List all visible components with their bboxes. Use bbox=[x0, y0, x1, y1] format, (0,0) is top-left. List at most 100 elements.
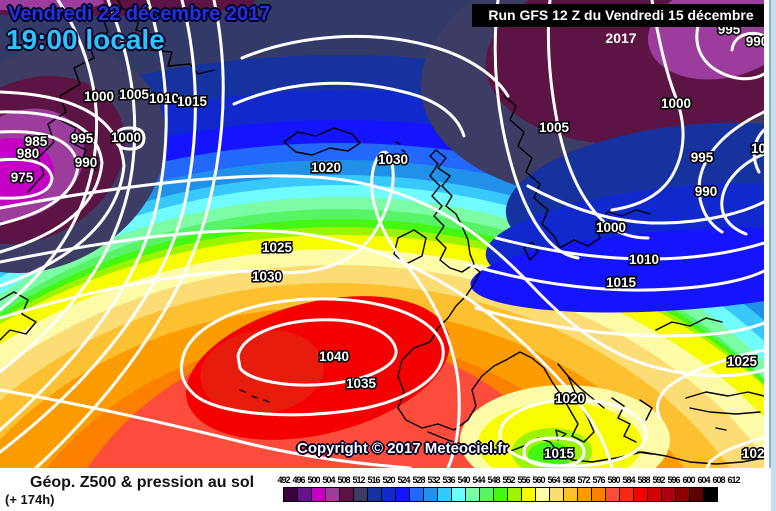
pressure-label: 1025 bbox=[727, 354, 758, 369]
pressure-label: 1015 bbox=[606, 275, 637, 290]
colorbar-cell bbox=[620, 487, 634, 502]
colorbar-tick: 504 bbox=[322, 475, 335, 485]
colorbar-tick: 608 bbox=[712, 475, 725, 485]
pressure-label: 995 bbox=[691, 150, 714, 165]
pressure-label: 1005 bbox=[539, 120, 570, 135]
forecast-offset-label: (+ 174h) bbox=[5, 492, 55, 507]
colorbar-cell bbox=[480, 487, 494, 502]
colorbar-tick: 496 bbox=[292, 475, 305, 485]
colorbar-tick: 532 bbox=[427, 475, 440, 485]
colorbar-tick: 588 bbox=[637, 475, 650, 485]
model-run-banner: Run GFS 12 Z du Vendredi 15 décembre 201… bbox=[472, 4, 770, 46]
pressure-label: 1020 bbox=[311, 160, 341, 175]
pressure-label: 1010 bbox=[149, 91, 179, 106]
pressure-label: 1015 bbox=[177, 94, 208, 109]
colorbar-tick: 572 bbox=[577, 475, 590, 485]
colorbar-tick: 548 bbox=[487, 475, 500, 485]
colorbar-tick: 596 bbox=[667, 475, 680, 485]
colorbar-cell bbox=[424, 487, 438, 502]
colorbar-tick: 536 bbox=[442, 475, 455, 485]
pressure-label: 1025 bbox=[262, 240, 293, 255]
colorbar-tick: 604 bbox=[697, 475, 710, 485]
isobar-contours bbox=[0, 0, 764, 468]
pressure-label: 990 bbox=[746, 34, 764, 49]
pressure-label: 980 bbox=[17, 146, 40, 161]
colorbar-tick: 544 bbox=[472, 475, 485, 485]
colorbar-tick: 500 bbox=[307, 475, 320, 485]
colorbar-cell bbox=[578, 487, 592, 502]
colorbar-cell bbox=[648, 487, 662, 502]
colorbar-cell bbox=[354, 487, 368, 502]
colorbar-cell bbox=[438, 487, 452, 502]
colorbar-cell bbox=[312, 487, 326, 502]
colorbar-scale bbox=[283, 487, 718, 502]
colorbar-tick: 540 bbox=[457, 475, 470, 485]
pressure-label: 990 bbox=[75, 155, 98, 170]
colorbar-tick: 612 bbox=[727, 475, 740, 485]
colorbar-tick: 560 bbox=[532, 475, 545, 485]
colorbar-tick: 508 bbox=[337, 475, 350, 485]
colorbar-cell bbox=[592, 487, 606, 502]
colorbar-cell bbox=[368, 487, 382, 502]
colorbar-tick: 592 bbox=[652, 475, 665, 485]
colorbar-tick: 552 bbox=[502, 475, 515, 485]
pressure-label: 1000 bbox=[661, 96, 691, 111]
colorbar-cell bbox=[298, 487, 312, 502]
pressure-label: 1015 bbox=[544, 446, 575, 461]
legend-footer: Géop. Z500 & pression au sol (+ 174h) 49… bbox=[0, 468, 771, 511]
colorbar-cell bbox=[676, 487, 690, 502]
colorbar-cell bbox=[326, 487, 340, 502]
pressure-label: 995 bbox=[71, 131, 94, 146]
colorbar-cell bbox=[634, 487, 648, 502]
valid-time-label: 19:00 locale bbox=[6, 24, 165, 55]
colorbar-cell bbox=[704, 487, 718, 502]
pressure-label: 985 bbox=[25, 134, 48, 149]
colorbar-cell bbox=[522, 487, 536, 502]
colorbar-tick: 600 bbox=[682, 475, 695, 485]
colorbar-cell bbox=[564, 487, 578, 502]
colorbar-tick: 516 bbox=[367, 475, 380, 485]
colorbar-cell bbox=[452, 487, 466, 502]
colorbar-tick: 556 bbox=[517, 475, 530, 485]
colorbar-tick: 512 bbox=[352, 475, 365, 485]
pressure-label: 1000 bbox=[84, 89, 114, 104]
chart-title: Géop. Z500 & pression au sol bbox=[30, 474, 255, 491]
colorbar-tick: 528 bbox=[412, 475, 425, 485]
colorbar-tick: 568 bbox=[562, 475, 575, 485]
colorbar-tick: 564 bbox=[547, 475, 560, 485]
pressure-label: 975 bbox=[11, 170, 34, 185]
colorbar-cell bbox=[662, 487, 676, 502]
copyright-watermark: Copyright © 2017 Meteociel.fr bbox=[297, 440, 509, 457]
colorbar-tick: 492 bbox=[277, 475, 290, 485]
pressure-label: 1005 bbox=[119, 87, 150, 102]
pressure-label: 1000 bbox=[596, 220, 626, 235]
pressure-label: 1000 bbox=[751, 141, 764, 156]
colorbar-cell bbox=[283, 487, 298, 502]
colorbar-cell bbox=[606, 487, 620, 502]
pressure-label: 1035 bbox=[346, 376, 377, 391]
colorbar-tick: 524 bbox=[397, 475, 410, 485]
colorbar-cell bbox=[494, 487, 508, 502]
colorbar-cell bbox=[508, 487, 522, 502]
colorbar-cell bbox=[340, 487, 354, 502]
colorbar-cell bbox=[466, 487, 480, 502]
pressure-label: 1040 bbox=[319, 349, 349, 364]
colorbar-tick: 576 bbox=[592, 475, 605, 485]
edge-divider-line bbox=[769, 0, 771, 511]
colorbar-cell bbox=[410, 487, 424, 502]
pressure-label: 1030 bbox=[378, 152, 408, 167]
colorbar-tick-labels: 492 496 500 504 508 512 516 520 524 528 532 536 540 5… bbox=[276, 475, 741, 485]
pressure-label: 990 bbox=[695, 184, 718, 199]
colorbar-tick: 584 bbox=[622, 475, 635, 485]
colorbar-cell bbox=[550, 487, 564, 502]
colorbar-tick: 520 bbox=[382, 475, 395, 485]
map-right-border bbox=[764, 0, 771, 468]
pressure-label: 1030 bbox=[252, 269, 282, 284]
colorbar-tick: 580 bbox=[607, 475, 620, 485]
valid-date-label: Vendredi 22 décembre 2017 bbox=[8, 3, 271, 25]
gfs-z500-map: 975 980 985 990 995 1000 1000 1005 1010 1015 1020 1… bbox=[0, 0, 770, 468]
page-background-strip bbox=[771, 0, 776, 511]
